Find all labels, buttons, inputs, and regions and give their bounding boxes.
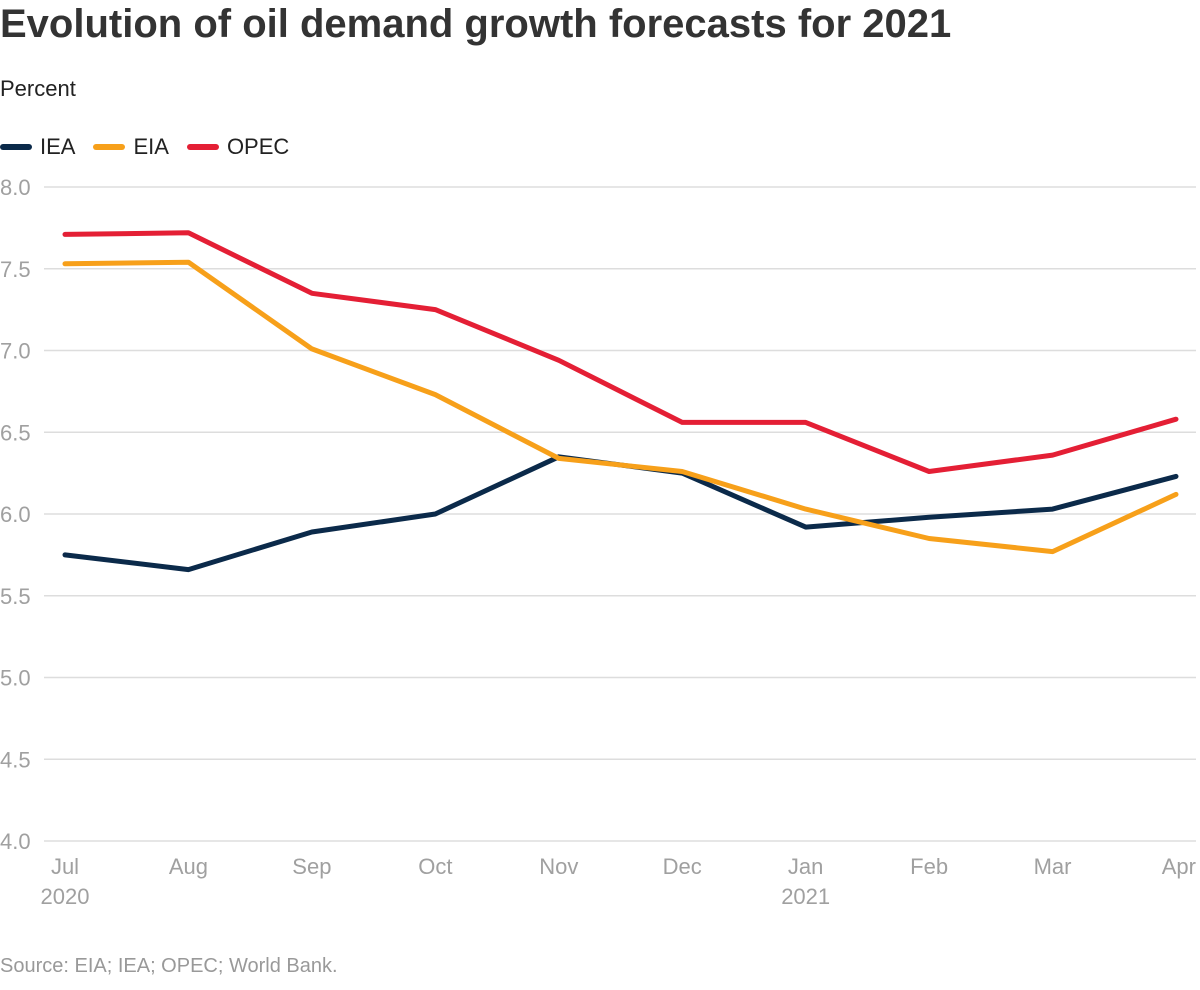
legend-label-opec: OPEC: [226, 134, 290, 159]
source-note: Source: EIA; IEA; OPEC; World Bank.: [0, 955, 338, 977]
chart-subtitle: Percent: [0, 76, 76, 101]
legend-item-eia: EIA: [93, 134, 169, 160]
series-line-opec: [62, 230, 1179, 474]
legend-swatch-opec: [186, 144, 219, 150]
x-tick-label: Sep: [292, 854, 331, 879]
y-tick-label: 4.5: [0, 747, 31, 772]
series-line-iea: [62, 454, 1179, 573]
x-axis-ticks: Jul 2020 Aug Sep Oct Nov Dec Jan 2021 Feb Mar Apr: [41, 854, 1196, 909]
y-tick-label: 7.5: [0, 257, 31, 282]
x-tick-label: Apr: [1162, 854, 1196, 879]
y-tick-label: 8.0: [0, 175, 31, 200]
y-tick-label: 5.5: [0, 584, 31, 609]
y-tick-label: 5.0: [0, 666, 31, 691]
x-tick-sublabel: 2020: [41, 884, 90, 909]
x-tick-label: Jan: [788, 854, 823, 879]
y-tick-label: 7.0: [0, 339, 31, 364]
legend-label-eia: EIA: [133, 134, 169, 159]
y-tick-label: 6.0: [0, 502, 31, 527]
gridlines: [44, 186, 1196, 842]
legend: IEA EIA OPEC: [0, 134, 307, 160]
y-tick-label: 6.5: [0, 420, 31, 445]
legend-item-opec: OPEC: [186, 134, 290, 160]
chart-title: Evolution of oil demand growth forecasts…: [0, 2, 952, 46]
x-tick-label: Dec: [663, 854, 702, 879]
y-axis-ticks: 8.0 7.5 7.0 6.5 6.0 5.5 5.0 4.5 4.0: [0, 175, 31, 854]
x-tick-label: Mar: [1034, 854, 1072, 879]
legend-swatch-iea: [0, 144, 32, 150]
x-tick-label: Oct: [418, 854, 452, 879]
x-tick-label: Feb: [910, 854, 948, 879]
x-tick-label: Aug: [169, 854, 208, 879]
legend-swatch-eia: [93, 144, 126, 150]
x-tick-label: Jul: [51, 854, 79, 879]
series-lines: [62, 230, 1179, 573]
legend-item-iea: IEA: [0, 134, 75, 160]
x-tick-sublabel: 2021: [781, 884, 830, 909]
y-tick-label: 4.0: [0, 829, 31, 854]
series-line-eia: [62, 259, 1179, 555]
x-tick-label: Nov: [539, 854, 578, 879]
legend-label-iea: IEA: [40, 134, 76, 159]
